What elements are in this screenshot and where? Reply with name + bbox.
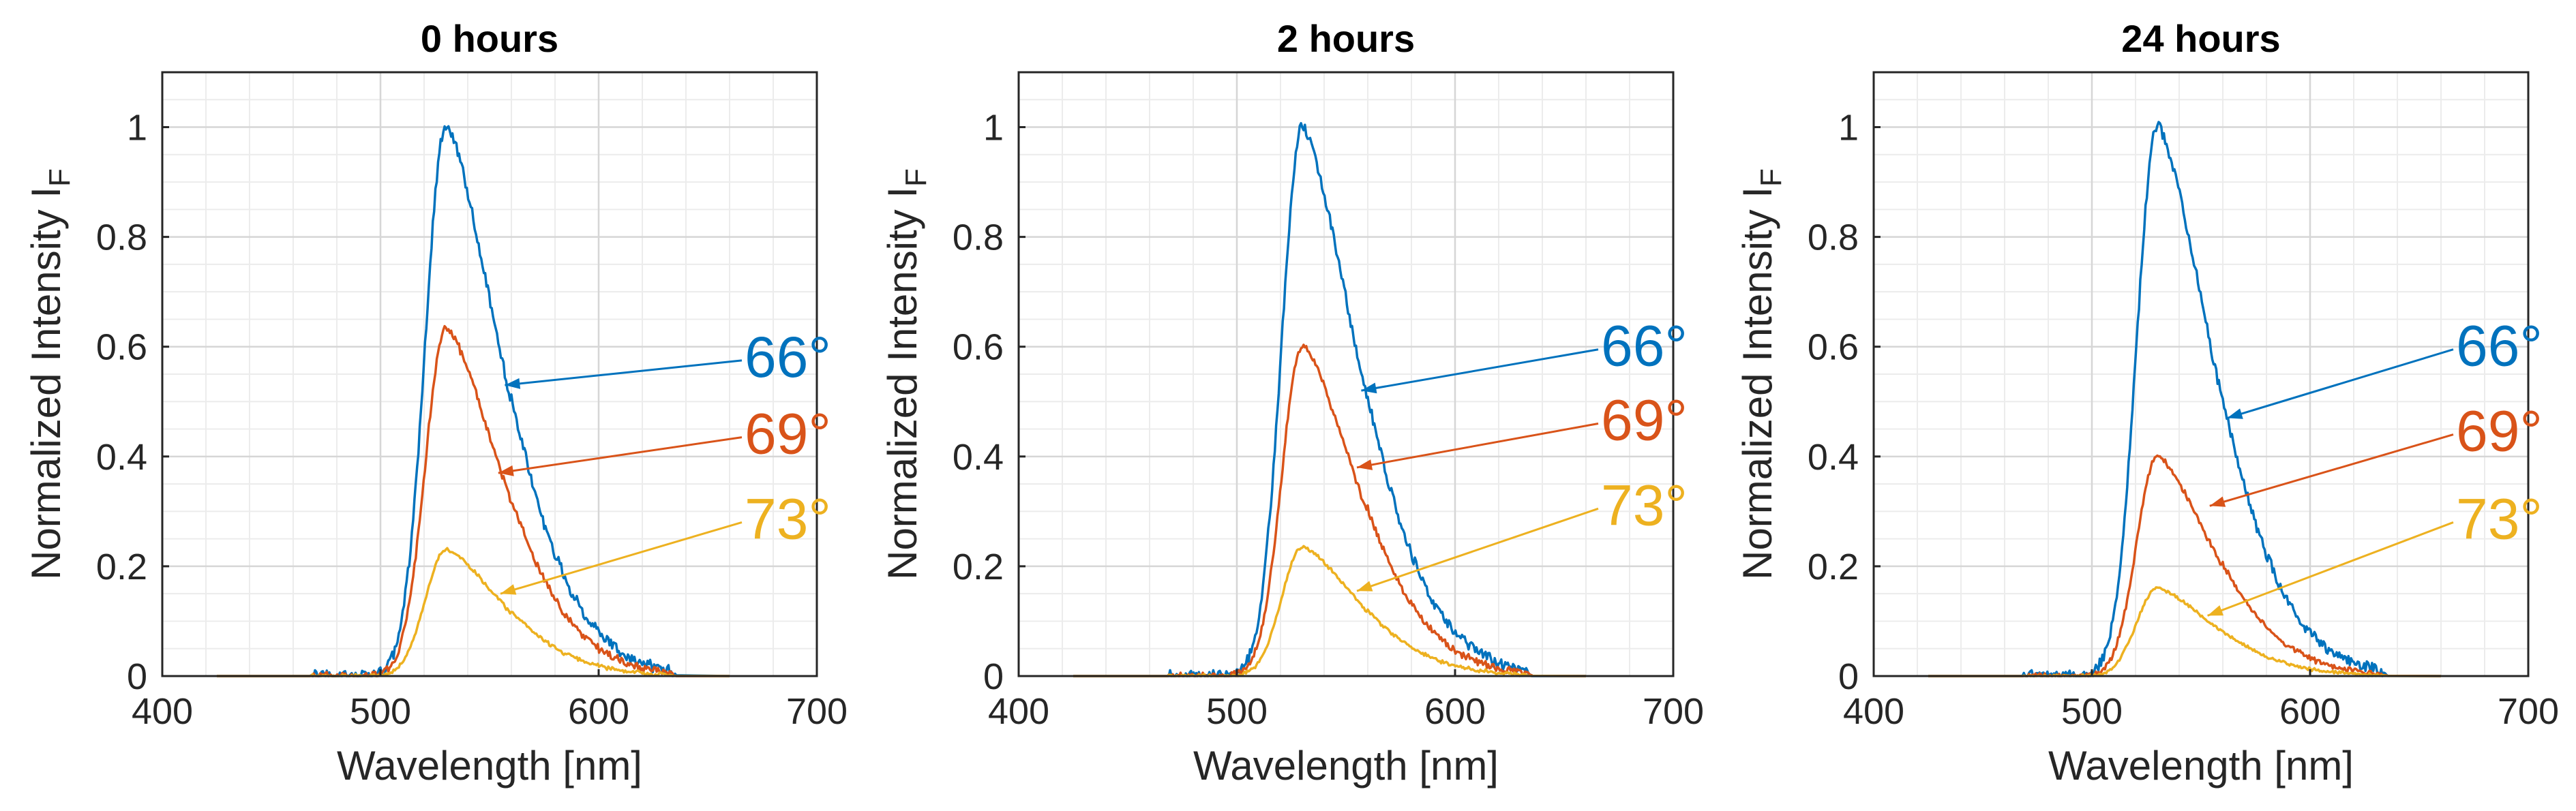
x-tick-label: 600 bbox=[1424, 691, 1486, 732]
y-tick-label: 0 bbox=[127, 656, 147, 697]
y-tick-label: 0.8 bbox=[953, 217, 1004, 258]
x-tick-label: 400 bbox=[988, 691, 1049, 732]
annotation-arrowhead bbox=[1357, 581, 1373, 592]
chart-title: 0 hours bbox=[421, 17, 558, 60]
annotation-arrow-line bbox=[2209, 433, 2454, 507]
y-tick-label: 0.2 bbox=[1808, 547, 1859, 587]
annotation-arrow-line bbox=[1356, 422, 1599, 469]
annotation-arrowhead bbox=[2209, 496, 2226, 507]
axes-box bbox=[1872, 71, 2530, 677]
y-tick-label: 0 bbox=[983, 656, 1004, 697]
annotation-arrowhead bbox=[505, 378, 521, 389]
annotation-arrowhead bbox=[2207, 605, 2224, 616]
annotation-arrow-line bbox=[498, 436, 743, 474]
series-line-69deg bbox=[1928, 454, 2442, 677]
y-tick-label: 0.2 bbox=[953, 547, 1004, 587]
y-tick-label: 0.8 bbox=[96, 217, 147, 258]
y-tick-label: 0.6 bbox=[953, 327, 1004, 368]
annotation-arrow-line bbox=[2207, 521, 2454, 617]
x-tick-label: 700 bbox=[786, 691, 848, 732]
x-tick-label: 700 bbox=[2498, 691, 2559, 732]
y-tick-label: 0.2 bbox=[96, 547, 147, 587]
annotation-label: 66° bbox=[1601, 314, 1688, 378]
chart-panel-0: 400 500 600 700 0 0.2 0.4 0.6 0.8 1 0 hours Wavelen… bbox=[23, 17, 848, 789]
y-tick-label: 1 bbox=[127, 108, 147, 149]
chart-title: 2 hours bbox=[1277, 17, 1415, 60]
annotation-label: 66° bbox=[2456, 314, 2543, 378]
annotation-arrowhead bbox=[498, 465, 514, 476]
y-tick-label: 0.4 bbox=[96, 437, 147, 478]
chart-panel-1: 400 500 600 700 0 0.2 0.4 0.6 0.8 1 2 hours Wavelen… bbox=[880, 17, 1704, 789]
y-tick-label: 0.6 bbox=[1808, 327, 1859, 368]
y-tick-label: 0.8 bbox=[1808, 217, 1859, 258]
y-axis-label: Normalized Intensity IF bbox=[1735, 168, 1788, 580]
annotation-arrow-line bbox=[500, 521, 743, 595]
annotation-arrowhead bbox=[1361, 382, 1377, 394]
annotation-label: 73° bbox=[1601, 473, 1688, 537]
chart-title: 24 hours bbox=[2121, 17, 2280, 60]
annotation-label: 73° bbox=[2456, 487, 2543, 551]
x-axis-label: Wavelength [nm] bbox=[337, 743, 642, 789]
chart-panel-2: 400 500 600 700 0 0.2 0.4 0.6 0.8 1 24 hours Wavele… bbox=[1735, 17, 2559, 789]
x-tick-label: 500 bbox=[1206, 691, 1268, 732]
series-line-66deg bbox=[217, 125, 730, 677]
x-axis-label: Wavelength [nm] bbox=[1193, 743, 1499, 789]
x-tick-label: 500 bbox=[2061, 691, 2123, 732]
axes-box bbox=[1017, 71, 1675, 677]
y-axis-label: Normalized Intensity IF bbox=[23, 168, 76, 580]
x-tick-label: 600 bbox=[2279, 691, 2341, 732]
y-axis-label: Normalized Intensity IF bbox=[880, 168, 933, 580]
y-tick-label: 0.4 bbox=[1808, 437, 1859, 478]
annotation-arrow-line bbox=[1356, 507, 1599, 592]
x-tick-label: 600 bbox=[568, 691, 629, 732]
annotation-label: 66° bbox=[745, 325, 831, 389]
x-tick-label: 400 bbox=[132, 691, 193, 732]
annotation-label: 69° bbox=[1601, 388, 1688, 452]
annotation-arrowhead bbox=[500, 584, 517, 595]
x-tick-label: 400 bbox=[1843, 691, 1904, 732]
y-tick-label: 0 bbox=[1838, 656, 1859, 697]
y-tick-label: 0.4 bbox=[953, 437, 1004, 478]
annotation-label: 69° bbox=[2456, 399, 2543, 463]
annotation-arrow-line bbox=[2226, 348, 2454, 419]
y-tick-label: 1 bbox=[983, 108, 1004, 149]
annotation-arrow-line bbox=[1361, 348, 1599, 392]
axes-box bbox=[161, 71, 818, 677]
y-tick-label: 0.6 bbox=[96, 327, 147, 368]
annotation-arrowhead bbox=[2227, 408, 2243, 419]
x-axis-label: Wavelength [nm] bbox=[2048, 743, 2354, 789]
annotation-label: 69° bbox=[745, 402, 831, 466]
annotation-arrowhead bbox=[1357, 459, 1373, 470]
annotation-label: 73° bbox=[745, 487, 831, 551]
annotation-arrow-line bbox=[505, 359, 743, 386]
x-tick-label: 500 bbox=[350, 691, 411, 732]
y-tick-label: 1 bbox=[1838, 108, 1859, 149]
x-tick-label: 700 bbox=[1643, 691, 1704, 732]
